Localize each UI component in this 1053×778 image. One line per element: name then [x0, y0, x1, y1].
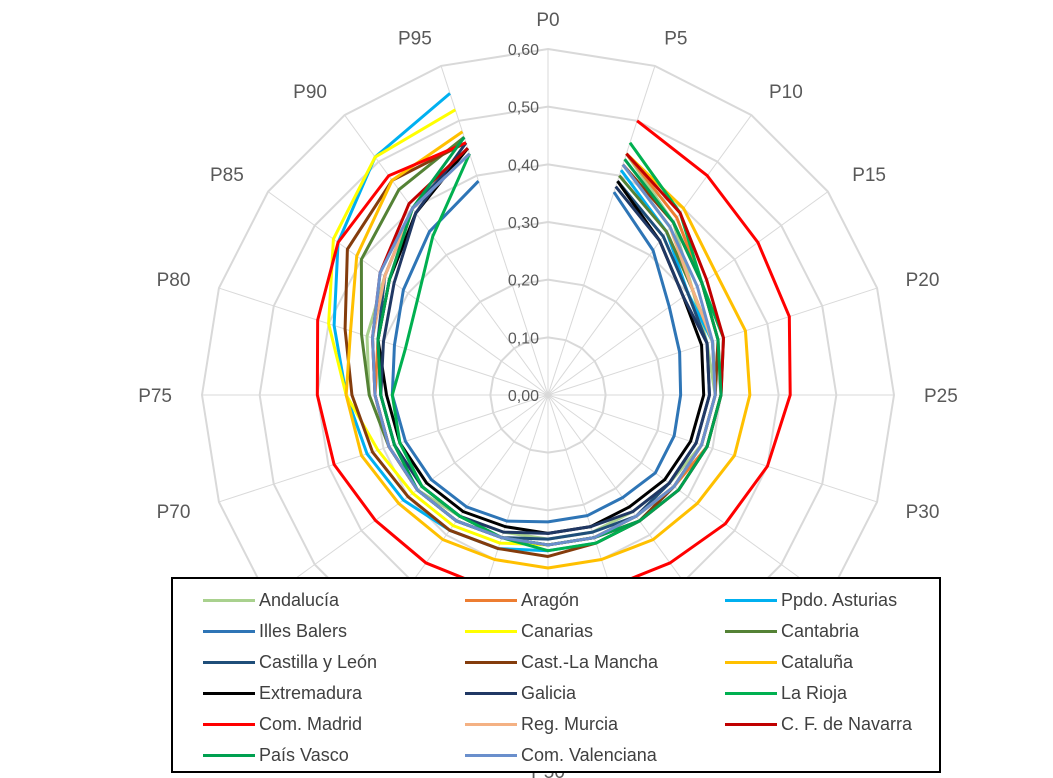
legend-label: Com. Valenciana	[521, 744, 657, 765]
legend-label: Castilla y León	[259, 651, 378, 672]
legend-item: Extremadura	[203, 680, 362, 706]
axis-label-p20: P20	[906, 270, 940, 291]
axis-label-p80: P80	[157, 270, 191, 291]
legend-swatch	[465, 691, 517, 695]
legend-swatch	[203, 598, 255, 602]
legend-swatch	[465, 598, 517, 602]
legend-item: Reg. Murcia	[465, 711, 618, 737]
tick-label: 0,30	[508, 215, 539, 232]
legend-swatch	[203, 629, 255, 633]
legend-item: Andalucía	[203, 587, 339, 613]
legend-label: Cataluña	[781, 651, 854, 672]
legend-item: Illes Balers	[203, 618, 347, 644]
legend-label: Extremadura	[259, 682, 363, 703]
legend-label: Galicia	[521, 682, 577, 703]
legend-swatch	[203, 753, 255, 757]
axis-label-p75: P75	[138, 386, 172, 407]
legend-label: Reg. Murcia	[521, 713, 619, 734]
legend-swatch	[465, 660, 517, 664]
series-line-9	[344, 130, 752, 570]
legend-item: Galicia	[465, 680, 576, 706]
tick-label: 0,00	[508, 388, 539, 405]
legend-swatch	[465, 753, 517, 757]
axis-label-p85: P85	[210, 165, 244, 186]
legend-label: C. F. de Navarra	[781, 713, 913, 734]
tick-label: 0,20	[508, 273, 539, 290]
series-line-11	[379, 141, 711, 535]
legend-item: Ppdo. Asturias	[725, 587, 897, 613]
axis-label-p10: P10	[769, 82, 803, 103]
legend-item: País Vasco	[203, 742, 349, 768]
legend-label: Com. Madrid	[259, 713, 363, 734]
legend-item: C. F. de Navarra	[725, 711, 912, 737]
series-line-4	[390, 180, 683, 524]
legend-swatch	[725, 598, 777, 602]
legend-item: Com. Madrid	[203, 711, 362, 737]
tick-label: 0,60	[508, 42, 539, 59]
grid-ring	[431, 278, 665, 512]
legend-item: Canarias	[465, 618, 593, 644]
legend-swatch	[465, 722, 517, 726]
axis-label-p15: P15	[852, 165, 886, 186]
legend-label: Ppdo. Asturias	[781, 589, 898, 610]
legend-label: Cantabria	[781, 620, 860, 641]
series-line-17	[370, 152, 717, 547]
grid-ring	[489, 336, 607, 454]
legend-item: Aragón	[465, 587, 579, 613]
axis-label-p25: P25	[924, 386, 958, 407]
legend-label: Aragón	[521, 589, 580, 610]
axis-label-p70: P70	[157, 502, 191, 523]
tick-label: 0,50	[508, 100, 539, 117]
legend-item: Cataluña	[725, 649, 853, 675]
legend-swatch	[203, 722, 255, 726]
legend-swatch	[203, 691, 255, 695]
axis-label-p30: P30	[906, 502, 940, 523]
legend-swatch	[725, 629, 777, 633]
legend-item: La Rioja	[725, 680, 847, 706]
legend-swatch	[465, 629, 517, 633]
axis-label-p95: P95	[398, 28, 432, 49]
legend: Andalucía Aragón Ppdo. Asturias Illes Baler…	[171, 577, 941, 773]
legend-item: Cast.-La Mancha	[465, 649, 658, 675]
legend-item: Castilla y León	[203, 649, 377, 675]
legend-label: Illes Balers	[259, 620, 348, 641]
legend-item: Cantabria	[725, 618, 859, 644]
legend-label: Andalucía	[259, 589, 340, 610]
axis-label-p0: P0	[536, 10, 559, 31]
legend-label: País Vasco	[259, 744, 349, 765]
legend-swatch	[725, 722, 777, 726]
tick-label: 0,40	[508, 157, 539, 174]
legend-swatch	[203, 660, 255, 664]
legend-item: Com. Valenciana	[465, 742, 657, 768]
legend-swatch	[725, 660, 777, 664]
axis-label-p90: P90	[293, 82, 327, 103]
legend-label: La Rioja	[781, 682, 848, 703]
legend-label: Canarias	[521, 620, 594, 641]
legend-swatch	[725, 691, 777, 695]
legend-label: Cast.-La Mancha	[521, 651, 659, 672]
tick-label: 0,10	[508, 330, 539, 347]
axis-label-p5: P5	[664, 28, 687, 49]
